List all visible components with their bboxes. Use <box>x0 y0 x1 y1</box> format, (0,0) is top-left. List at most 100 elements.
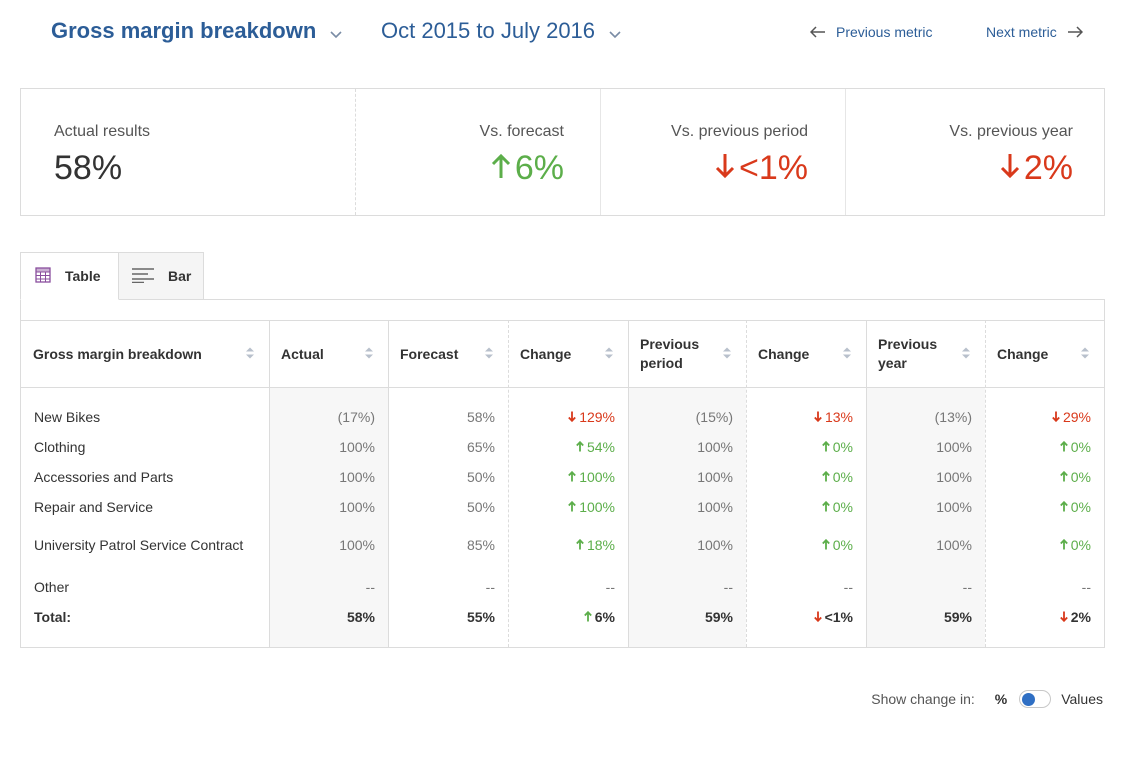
value-cell: 50% <box>466 469 495 485</box>
values-option[interactable]: Values <box>1061 691 1103 707</box>
change-cell: <1% <box>746 602 853 632</box>
arrow-down-icon <box>568 409 579 425</box>
column-header-previous-period[interactable]: Previous period <box>628 321 746 387</box>
tab-table[interactable]: Table <box>20 252 119 300</box>
value-cell: -- <box>723 579 733 595</box>
value-cell: 100% <box>697 469 733 485</box>
sort-icon <box>364 346 374 363</box>
value-cell: 58% <box>346 609 375 625</box>
value-cell: 65% <box>466 439 495 455</box>
column-header-breakdown[interactable]: Gross margin breakdown <box>21 321 269 387</box>
value-cell: 85% <box>466 537 495 553</box>
previous-metric-link[interactable]: Previous metric <box>810 24 932 40</box>
value-cell: (15%) <box>695 409 733 425</box>
table-icon <box>35 266 65 286</box>
column-header-change-forecast[interactable]: Change <box>508 321 628 387</box>
breakdown-table: Gross margin breakdown Actual Forecast C… <box>20 299 1105 648</box>
table-row: New Bikes (17%) 58% 129% (15%) 13% (13%) 29% <box>21 402 1104 432</box>
table-row: Other -- -- -- -- -- -- -- <box>21 572 1104 602</box>
sort-icon <box>842 346 852 363</box>
change-cell: 129% <box>508 402 615 432</box>
toggle-knob <box>1022 693 1036 706</box>
column-header-change-year[interactable]: Change <box>985 321 1104 387</box>
metric-selector[interactable]: Gross margin breakdown <box>51 17 342 45</box>
value-cell: 100% <box>339 439 375 455</box>
change-cell: 13% <box>746 402 853 432</box>
vs-forecast-value: 6% <box>491 149 564 188</box>
actual-results-label: Actual results <box>54 123 151 140</box>
arrow-right-icon <box>1057 26 1083 38</box>
vs-previous-year-card: Vs. previous year 2% <box>846 89 1104 215</box>
next-metric-label: Next metric <box>986 24 1057 40</box>
arrow-up-icon <box>568 499 579 515</box>
column-header-previous-year[interactable]: Previous year <box>866 321 985 387</box>
actual-results-value: 58% <box>54 149 123 187</box>
change-cell: 2% <box>985 602 1091 632</box>
arrow-up-icon <box>1059 439 1071 455</box>
row-label: Repair and Service <box>34 499 154 515</box>
arrow-down-icon <box>1059 609 1071 625</box>
show-change-label: Show change in: <box>871 691 975 707</box>
change-cell: -- <box>843 579 853 595</box>
arrow-up-icon <box>821 537 833 553</box>
sort-icon <box>1080 346 1090 363</box>
change-cell: 0% <box>985 522 1091 568</box>
value-cell: (13%) <box>934 409 972 425</box>
vs-previous-period-card: Vs. previous period <1% <box>601 89 845 215</box>
view-tabs: Table Bar <box>20 252 204 300</box>
percent-option[interactable]: % <box>994 691 1008 707</box>
actual-results-card: Actual results 58% <box>21 89 355 215</box>
change-cell: -- <box>1081 579 1091 595</box>
change-cell: 0% <box>746 432 853 462</box>
change-cell: 6% <box>508 602 615 632</box>
table-row: Clothing 100% 65% 54% 100% 0% 100% 0% <box>21 432 1104 462</box>
sort-icon <box>961 346 971 363</box>
value-cell: 100% <box>936 469 972 485</box>
row-label: University Patrol Service Contract <box>34 537 244 553</box>
vs-previous-period-value: <1% <box>715 149 808 188</box>
value-cell: 100% <box>936 537 972 553</box>
row-label: New Bikes <box>34 409 101 425</box>
arrow-left-icon <box>810 26 836 38</box>
column-header-forecast[interactable]: Forecast <box>388 321 508 387</box>
row-label: Other <box>34 579 70 595</box>
arrow-down-icon <box>814 409 825 425</box>
vs-previous-year-value: 2% <box>1000 149 1073 188</box>
value-cell: 100% <box>697 439 733 455</box>
change-cell: 100% <box>508 492 615 522</box>
value-cell: 50% <box>466 499 495 515</box>
column-header-actual[interactable]: Actual <box>269 321 388 387</box>
change-mode-toggle[interactable] <box>1019 690 1052 708</box>
column-header-change-period[interactable]: Change <box>746 321 866 387</box>
change-cell: 54% <box>508 432 615 462</box>
row-label: Accessories and Parts <box>34 469 174 485</box>
change-cell: 0% <box>746 522 853 568</box>
row-label: Clothing <box>34 439 86 455</box>
period-selector[interactable]: Oct 2015 to July 2016 <box>381 17 621 45</box>
row-label: Total: <box>34 609 72 625</box>
tab-bar[interactable]: Bar <box>119 252 204 300</box>
arrow-up-icon <box>576 537 587 553</box>
change-cell: 0% <box>985 432 1091 462</box>
arrow-down-icon <box>715 149 739 188</box>
vs-forecast-card: Vs. forecast 6% <box>356 89 600 215</box>
table-row: Accessories and Parts 100% 50% 100% 100% 0% 10… <box>21 462 1104 492</box>
arrow-up-icon <box>1059 499 1071 515</box>
value-cell: 100% <box>936 439 972 455</box>
value-cell: 100% <box>697 499 733 515</box>
table-row: University Patrol Service Contract 100% 85… <box>21 522 1104 568</box>
next-metric-link[interactable]: Next metric <box>986 24 1083 40</box>
sort-icon <box>245 346 255 363</box>
value-cell: 100% <box>339 469 375 485</box>
tab-bar-label: Bar <box>168 268 192 284</box>
value-cell: -- <box>365 579 375 595</box>
arrow-down-icon <box>1000 149 1024 188</box>
value-cell: 58% <box>466 409 495 425</box>
value-cell: 100% <box>697 537 733 553</box>
value-cell: 59% <box>943 609 972 625</box>
change-cell: -- <box>605 579 615 595</box>
arrow-up-icon <box>821 469 833 485</box>
arrow-up-icon <box>583 609 595 625</box>
bar-chart-icon <box>132 267 168 286</box>
change-cell: 100% <box>508 462 615 492</box>
